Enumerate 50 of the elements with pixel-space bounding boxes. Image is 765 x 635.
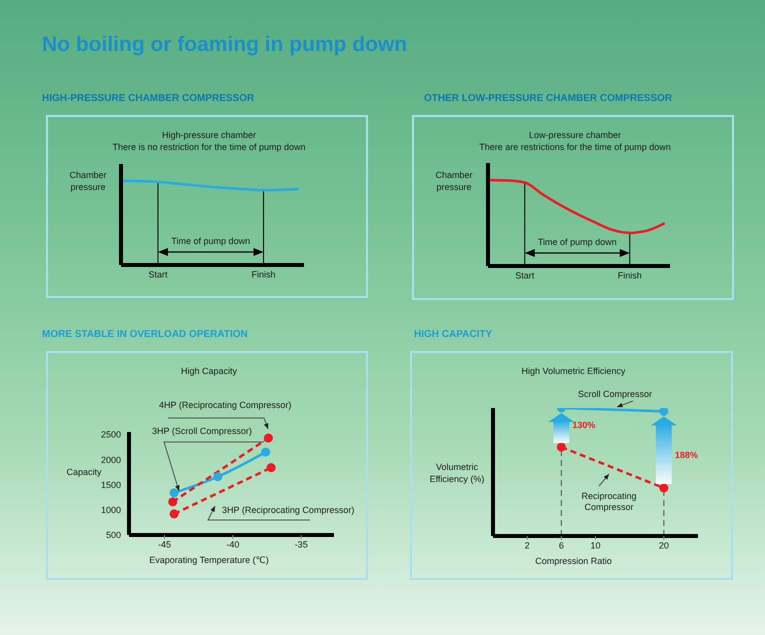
x-tick-label: Finish [252, 269, 276, 280]
point [266, 463, 276, 472]
point [213, 472, 222, 482]
annotation: Time of pump down [171, 236, 250, 246]
y-tick-label: 2500 [100, 430, 121, 440]
y-tick-label: 1000 [100, 505, 121, 516]
point [168, 497, 178, 506]
text: No boiling or foaming in pump down [42, 33, 408, 57]
chart-subtitle: High-pressure chamber There is no restriction for the time of pump down [111, 129, 307, 153]
point [659, 408, 668, 416]
x-tick-label: 10 [590, 540, 601, 550]
annotation: 130% [572, 420, 596, 430]
x-tick-label: -35 [294, 539, 308, 550]
chart-subtitle: High Capacity [180, 365, 238, 377]
annotation: 188% [674, 450, 698, 460]
y-tick-label: 2000 [100, 454, 121, 465]
series-label: 3HP (Reciprocating Compressor) [222, 505, 354, 515]
x-tick-label: Start [515, 270, 535, 280]
point [261, 448, 270, 457]
chart-title: HIGH CAPACITY [414, 329, 492, 340]
y-axis-title: Volumetric Efficiency (%) [428, 461, 486, 485]
point [264, 434, 273, 443]
chart-title: OTHER LOW-PRESSURE CHAMBER COMPRESSOR [424, 93, 672, 104]
point [170, 488, 179, 498]
chart-subtitle: Low-pressure chamber There are restrictions for the time of pump down [478, 129, 672, 153]
point [556, 442, 566, 452]
x-axis-title: Compression Ratio [534, 556, 613, 566]
x-tick-label: 2 [524, 540, 530, 550]
x-tick-label: -40 [226, 539, 240, 550]
y-tick-label: 1500 [100, 480, 121, 490]
y-axis-title: Chamber pressure [68, 169, 108, 193]
chart-title: MORE STABLE IN OVERLOAD OPERATION [42, 329, 248, 340]
y-axis-title: Capacity [65, 466, 102, 478]
series-label: Scroll Compressor [578, 389, 652, 399]
text: 4HP (Reciprocating Compressor) [159, 400, 292, 410]
y-tick-label: 500 [106, 530, 121, 540]
x-tick-label: Finish [618, 270, 642, 280]
chart-subtitle: High Volumetric Efficiency [520, 365, 626, 377]
point [170, 509, 179, 518]
y-axis-title: Chamber pressure [434, 169, 474, 193]
x-tick-label: -45 [158, 539, 172, 550]
point [659, 484, 668, 492]
x-axis-title: Evaporating Temperature (℃) [148, 555, 270, 566]
x-tick-label: 6 [558, 540, 564, 550]
series-label: 3HP (Scroll Compressor) [152, 426, 252, 436]
annotation: Time of pump down [538, 237, 617, 247]
chart-title: HIGH-PRESSURE CHAMBER COMPRESSOR [42, 93, 254, 104]
series-label: Reciprocating Compressor [581, 491, 637, 512]
x-tick-label: 20 [658, 540, 669, 550]
x-tick-label: Start [148, 269, 168, 280]
